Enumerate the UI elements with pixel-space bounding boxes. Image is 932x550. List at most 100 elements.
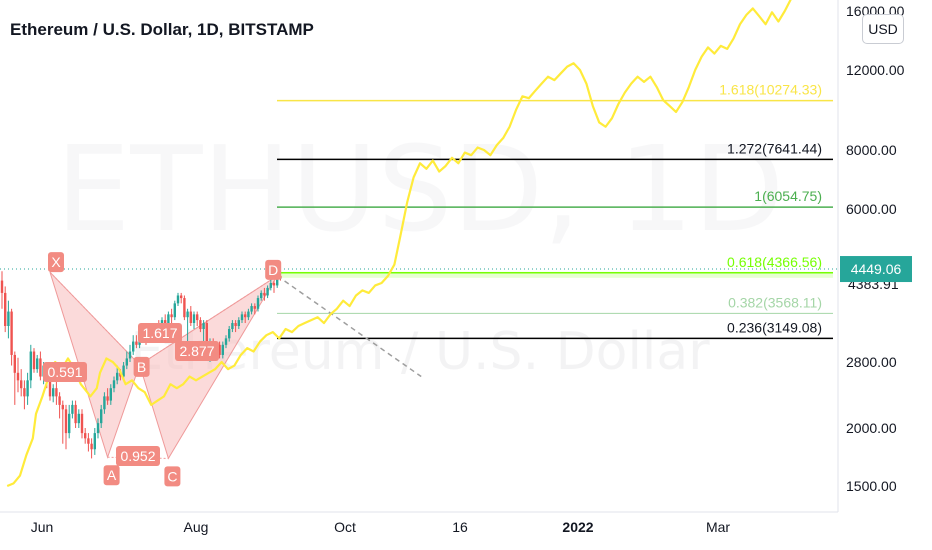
candle-body	[247, 311, 250, 318]
pattern-point-label: D	[268, 262, 278, 278]
candle-body	[64, 409, 68, 434]
candle-body	[39, 358, 42, 377]
candle-body	[253, 306, 256, 309]
pattern-ratio-badge	[175, 341, 219, 361]
last-price-badge	[840, 256, 912, 283]
pattern-point-badge	[103, 465, 120, 486]
pattern-point-badge	[48, 252, 64, 273]
candle-body	[224, 338, 228, 345]
candle-body	[205, 323, 208, 349]
candle-body	[180, 295, 183, 299]
candle-body	[87, 438, 90, 444]
candle-body	[103, 396, 106, 410]
candle-body	[26, 380, 29, 397]
candle-body	[234, 323, 237, 326]
candle-body	[192, 314, 196, 324]
candle-body	[176, 295, 180, 304]
candle-body	[202, 323, 205, 330]
candle-body	[260, 292, 263, 299]
pattern-point-label: X	[51, 254, 61, 270]
candle-body	[173, 303, 176, 318]
pattern-ratio-badge	[116, 446, 160, 466]
pattern-ratio-label: 1.617	[142, 325, 177, 341]
candle-body	[125, 358, 128, 366]
pattern-ratio-badge	[43, 362, 87, 382]
candle-body	[109, 388, 112, 401]
last-price-label: 4449.06	[851, 261, 902, 277]
candle-body	[256, 298, 260, 309]
currency-button[interactable]: USD	[862, 14, 904, 44]
candle-body	[61, 404, 64, 410]
y-tick-label: 8000.00	[846, 142, 897, 158]
candle-body	[20, 380, 23, 389]
chart-title: Ethereum / U.S. Dollar, 1D, BITSTAMP	[10, 20, 314, 39]
candle-body	[112, 380, 116, 389]
y-tick-label: 6000.00	[846, 201, 897, 217]
candle-body	[221, 344, 224, 355]
candle-body	[96, 423, 100, 434]
x-tick-label: Aug	[184, 519, 209, 535]
candle-body	[48, 380, 52, 397]
candle-body	[263, 292, 266, 296]
candle-body	[196, 314, 199, 321]
candle-body	[122, 365, 125, 377]
candle-body	[58, 396, 61, 405]
x-tick-label: Jun	[31, 519, 54, 535]
candle-body	[186, 311, 189, 318]
candle-body	[52, 388, 55, 397]
candle-body	[23, 388, 26, 397]
candle-body	[272, 283, 276, 286]
candle-body	[266, 287, 269, 296]
fib-level-label: 0.236(3149.08)	[727, 319, 822, 335]
candle-body	[10, 311, 13, 355]
candle-body	[189, 311, 192, 324]
pattern-ratio-label: 2.877	[179, 343, 214, 359]
pattern-xb-line	[49, 271, 140, 366]
y-tick-label: 1500.00	[846, 478, 897, 494]
candle-body	[4, 292, 7, 326]
candle-body	[269, 283, 272, 288]
candle-body	[244, 314, 247, 318]
y-tick-label: 2000.00	[846, 420, 897, 436]
fib-level-label: 1(6054.75)	[754, 188, 822, 204]
candle-body	[55, 388, 58, 397]
candle-body	[77, 413, 80, 424]
pattern-ratio-badge	[138, 323, 182, 343]
candle-body	[276, 275, 279, 286]
candle-body	[16, 372, 20, 381]
y-tick-label: 12000.00	[846, 62, 905, 78]
candle-body	[199, 320, 202, 330]
pattern-point-badge	[133, 356, 150, 377]
pattern-bd-line	[139, 275, 278, 366]
x-tick-label: 16	[452, 519, 468, 535]
pattern-point-badge	[164, 466, 181, 487]
fib-level-label: 1.618(10274.33)	[719, 82, 822, 98]
candle-body	[74, 404, 77, 424]
pattern-point-label: C	[167, 468, 177, 484]
candle-body	[250, 306, 253, 312]
pattern-point-label: A	[107, 467, 117, 483]
pattern-point-label: B	[137, 359, 146, 375]
candle-body	[68, 413, 71, 434]
candle-body	[218, 344, 221, 355]
candle-body	[228, 329, 231, 339]
pattern-ratio-label: 0.591	[47, 364, 82, 380]
candle-body	[90, 443, 93, 450]
fib-level-label: 0.382(3568.11)	[728, 294, 822, 310]
candle-body	[240, 314, 244, 321]
x-tick-label: 2022	[562, 519, 593, 535]
pattern-bcd-triangle	[139, 275, 278, 460]
candle-body	[84, 433, 87, 439]
candle-body	[13, 354, 16, 373]
candle-body	[36, 358, 39, 370]
candle-body	[170, 314, 173, 318]
candle-body	[164, 320, 167, 324]
candle-body	[183, 298, 186, 318]
fib-level-label: 1.272(7641.44)	[727, 140, 822, 156]
candle-body	[132, 341, 135, 352]
candle-body	[7, 311, 10, 326]
y-tick-label: 2800.00	[846, 354, 897, 370]
candle-body	[80, 413, 84, 434]
